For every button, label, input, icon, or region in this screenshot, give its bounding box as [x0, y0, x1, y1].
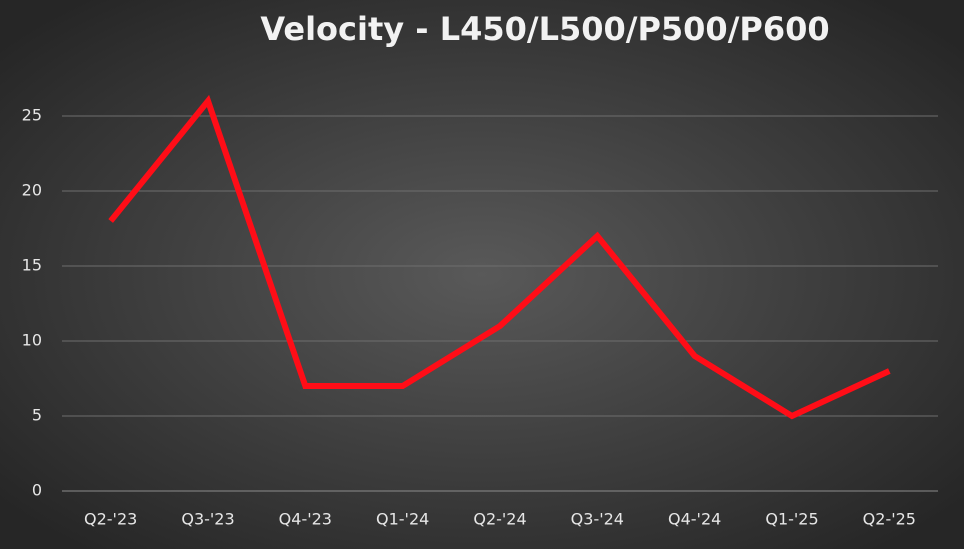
- y-tick-label: 15: [22, 256, 42, 275]
- y-tick-label: 5: [32, 406, 42, 425]
- line: [108, 94, 891, 420]
- x-tick-label: Q3-'24: [571, 510, 624, 529]
- x-tick-label: Q2-'25: [863, 510, 916, 529]
- y-tick-label: 0: [32, 481, 42, 500]
- x-tick-label: Q2-'23: [84, 510, 137, 529]
- x-tick-label: Q4-'24: [668, 510, 721, 529]
- chart-title: Velocity - L450/L500/P500/P600: [260, 10, 829, 48]
- y-tick-label: 20: [22, 181, 42, 200]
- x-tick-label: Q3-'23: [181, 510, 234, 529]
- x-tick-label: Q4-'23: [279, 510, 332, 529]
- x-tick-label: Q1-'24: [376, 510, 429, 529]
- y-tick-label: 10: [22, 331, 42, 350]
- x-tick-label: Q2-'24: [473, 510, 526, 529]
- x-tick-label: Q1-'25: [765, 510, 818, 529]
- y-tick-label: 25: [22, 106, 42, 125]
